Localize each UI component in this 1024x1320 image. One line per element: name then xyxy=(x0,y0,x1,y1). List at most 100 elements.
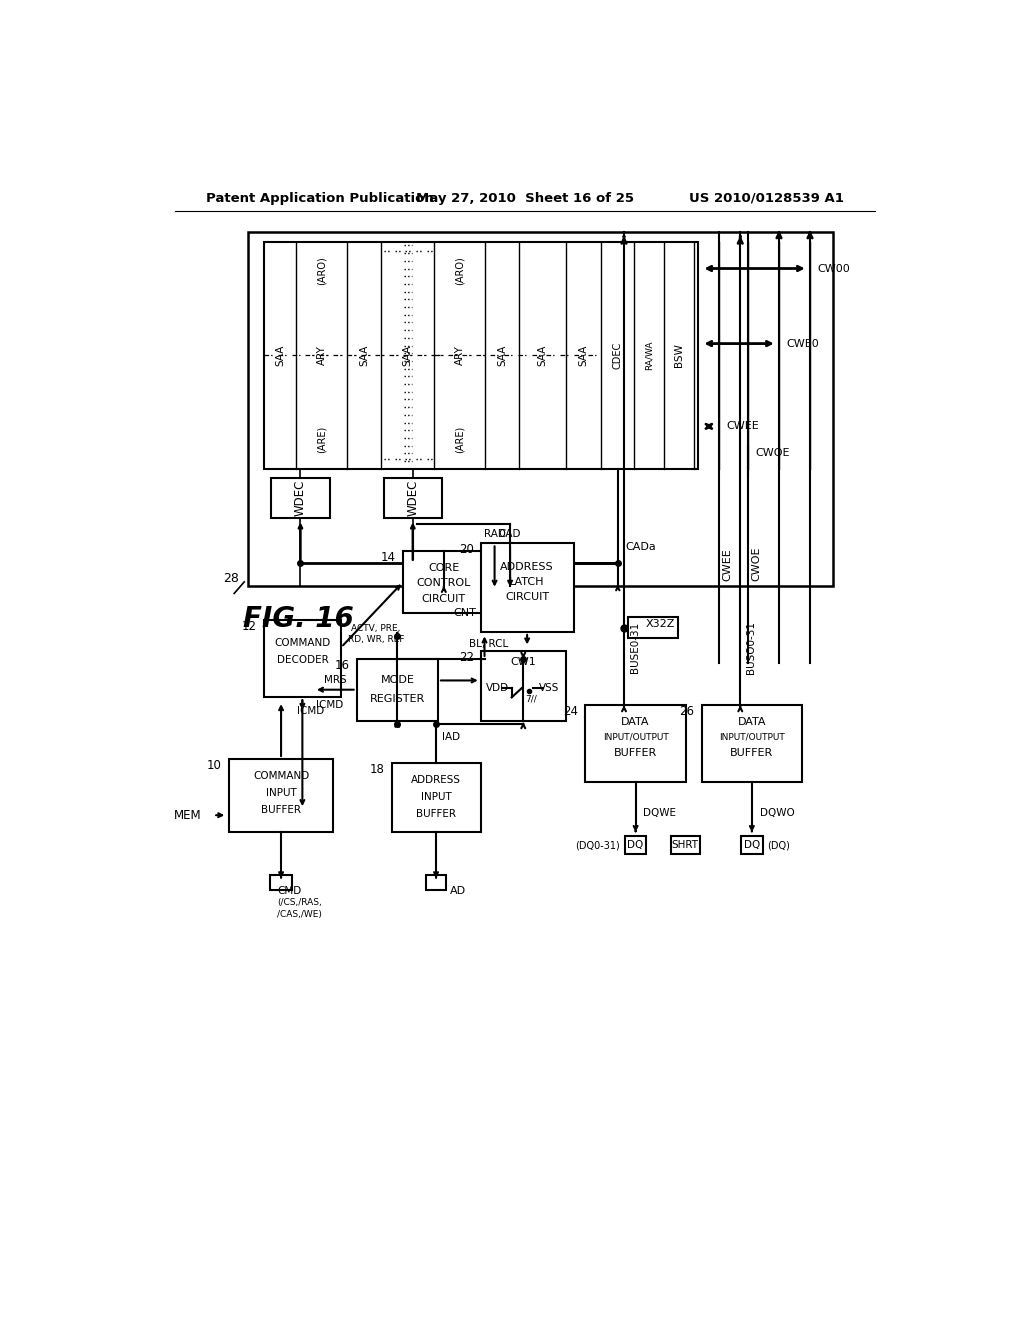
Bar xyxy=(263,242,697,469)
Text: ARY: ARY xyxy=(316,346,327,366)
Text: CW1: CW1 xyxy=(510,657,537,667)
Text: (DQ0-31): (DQ0-31) xyxy=(575,841,621,850)
Text: ACTV, PRE,: ACTV, PRE, xyxy=(351,623,400,632)
Text: REGISTER: REGISTER xyxy=(370,694,425,704)
Text: WDEC: WDEC xyxy=(407,479,419,516)
Text: 18: 18 xyxy=(370,763,385,776)
Text: CNT: CNT xyxy=(453,607,476,618)
Bar xyxy=(271,478,330,517)
Bar xyxy=(625,836,646,854)
Text: CWOE: CWOE xyxy=(756,449,791,458)
Bar xyxy=(384,478,442,517)
Bar xyxy=(628,616,678,638)
Text: LATCH: LATCH xyxy=(509,577,545,587)
Text: /CAS,/WE): /CAS,/WE) xyxy=(278,909,323,919)
Text: CWE0: CWE0 xyxy=(786,339,819,348)
Text: VDD: VDD xyxy=(486,684,509,693)
Text: Patent Application Publication: Patent Application Publication xyxy=(206,191,433,205)
Bar xyxy=(480,651,566,721)
Bar xyxy=(403,552,484,612)
Text: SAA: SAA xyxy=(359,345,370,366)
Text: CW00: CW00 xyxy=(818,264,851,273)
Text: 20: 20 xyxy=(459,543,474,556)
Text: May 27, 2010  Sheet 16 of 25: May 27, 2010 Sheet 16 of 25 xyxy=(416,191,634,205)
Text: ICMD: ICMD xyxy=(316,700,344,710)
Text: 26: 26 xyxy=(680,705,694,718)
Text: RD, WR, REF: RD, WR, REF xyxy=(348,635,404,644)
Text: BUFFER: BUFFER xyxy=(416,809,456,818)
Text: SAA: SAA xyxy=(274,345,285,366)
Text: RAD: RAD xyxy=(483,529,506,539)
Text: SAA: SAA xyxy=(538,345,548,366)
Text: (ARE): (ARE) xyxy=(455,426,465,453)
Bar xyxy=(391,763,480,832)
Text: 10: 10 xyxy=(207,759,222,772)
Text: BUFFER: BUFFER xyxy=(730,748,773,758)
Text: US 2010/0128539 A1: US 2010/0128539 A1 xyxy=(689,191,844,205)
Text: (ARE): (ARE) xyxy=(316,426,327,453)
Text: CDEC: CDEC xyxy=(612,342,623,368)
Text: INPUT: INPUT xyxy=(265,788,296,797)
Text: 24: 24 xyxy=(563,705,579,718)
Text: 22: 22 xyxy=(459,651,474,664)
Text: 12: 12 xyxy=(242,620,257,634)
Text: BL, RCL: BL, RCL xyxy=(469,639,508,648)
Text: CMD: CMD xyxy=(278,886,301,896)
Bar xyxy=(248,231,834,586)
Text: DQ: DQ xyxy=(628,841,644,850)
Text: (DQ): (DQ) xyxy=(767,841,791,850)
Bar xyxy=(356,659,438,721)
Text: CWOE: CWOE xyxy=(752,546,762,581)
Text: (ARO): (ARO) xyxy=(316,256,327,285)
Text: VSS: VSS xyxy=(539,684,559,693)
Bar xyxy=(701,705,802,781)
Text: CADa: CADa xyxy=(626,543,656,552)
Text: AD: AD xyxy=(450,886,466,896)
Text: RA/WA: RA/WA xyxy=(644,341,653,370)
Text: IAD: IAD xyxy=(442,733,461,742)
Text: MODE: MODE xyxy=(380,676,415,685)
Text: SAA: SAA xyxy=(402,345,413,366)
Bar xyxy=(741,836,763,854)
Text: CORE: CORE xyxy=(428,564,460,573)
Text: DATA: DATA xyxy=(737,717,766,727)
Text: 28: 28 xyxy=(223,572,239,585)
Bar xyxy=(586,705,686,781)
Text: (/CS,/RAS,: (/CS,/RAS, xyxy=(278,899,322,907)
Text: (ARO): (ARO) xyxy=(455,256,465,285)
Text: MEM: MEM xyxy=(174,809,202,822)
Text: DQWO: DQWO xyxy=(760,808,795,818)
Text: 14: 14 xyxy=(381,550,396,564)
Text: SAA: SAA xyxy=(498,345,507,366)
Text: WDEC: WDEC xyxy=(294,479,307,516)
Text: INPUT/OUTPUT: INPUT/OUTPUT xyxy=(603,733,669,742)
Text: CIRCUIT: CIRCUIT xyxy=(505,593,549,602)
Text: SHRT: SHRT xyxy=(672,841,698,850)
Text: BUFFER: BUFFER xyxy=(261,805,301,814)
Text: DQWE: DQWE xyxy=(643,808,677,818)
Text: CONTROL: CONTROL xyxy=(417,578,471,589)
Text: INPUT/OUTPUT: INPUT/OUTPUT xyxy=(719,733,784,742)
Text: INPUT: INPUT xyxy=(421,792,452,801)
Text: CWEE: CWEE xyxy=(726,421,759,432)
Bar xyxy=(480,544,573,632)
Text: CAD: CAD xyxy=(499,529,521,539)
Text: ADDRESS: ADDRESS xyxy=(501,561,554,572)
Text: ICMD: ICMD xyxy=(297,706,324,717)
Text: MRS: MRS xyxy=(324,676,346,685)
Text: DECODER: DECODER xyxy=(276,656,329,665)
Text: SAA: SAA xyxy=(579,345,589,366)
Text: X32Z: X32Z xyxy=(646,619,675,630)
Text: CWEE: CWEE xyxy=(722,548,732,581)
Text: BUSE0-31: BUSE0-31 xyxy=(630,622,640,673)
Text: BUSO0-31: BUSO0-31 xyxy=(746,620,757,673)
Text: BUFFER: BUFFER xyxy=(614,748,657,758)
Bar xyxy=(270,875,292,890)
Text: DATA: DATA xyxy=(622,717,650,727)
Text: 16: 16 xyxy=(335,659,349,672)
Text: BSW: BSW xyxy=(674,343,684,367)
Text: ARY: ARY xyxy=(455,346,465,366)
Bar xyxy=(228,759,334,832)
Text: 7//: 7// xyxy=(525,694,537,704)
Text: COMMAND: COMMAND xyxy=(274,639,331,648)
